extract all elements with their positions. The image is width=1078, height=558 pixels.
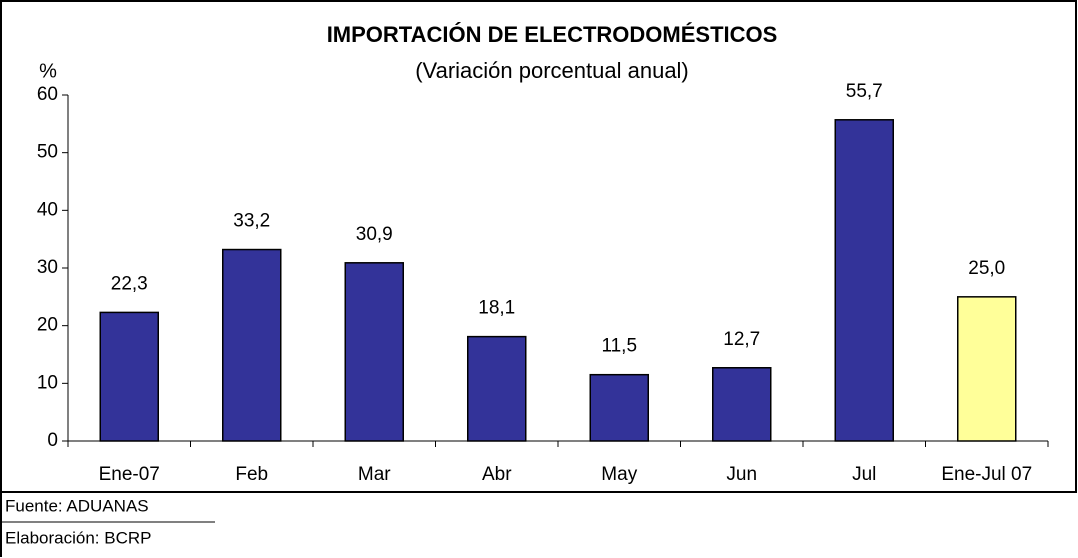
bar bbox=[222, 248, 282, 442]
bar bbox=[957, 296, 1017, 442]
x-tick-label: Mar bbox=[358, 464, 391, 485]
chart-subtitle: (Variación porcentual anual) bbox=[415, 58, 689, 83]
bar bbox=[344, 262, 404, 442]
x-tick-label: May bbox=[601, 464, 637, 485]
y-tick-label: 30 bbox=[37, 257, 58, 278]
value-label: 18,1 bbox=[478, 298, 515, 319]
bar bbox=[834, 119, 894, 442]
chart-title: IMPORTACIÓN DE ELECTRODOMÉSTICOS bbox=[327, 22, 778, 47]
chart-frame bbox=[0, 0, 1077, 493]
y-tick-label: 40 bbox=[37, 199, 58, 220]
x-tick-label: Jun bbox=[726, 464, 757, 485]
credit-note: Elaboración: BCRP bbox=[5, 528, 151, 547]
bar bbox=[467, 335, 527, 442]
y-tick-label: 0 bbox=[47, 430, 58, 451]
value-label: 55,7 bbox=[846, 81, 883, 102]
x-tick-label: Abr bbox=[482, 464, 512, 485]
x-tick-label: Ene-07 bbox=[99, 464, 160, 485]
y-tick-label: 50 bbox=[37, 142, 58, 163]
x-tick-label: Ene-Jul 07 bbox=[941, 464, 1032, 485]
bar bbox=[589, 373, 649, 442]
value-label: 33,2 bbox=[233, 211, 270, 232]
x-tick-label: Jul bbox=[852, 464, 876, 485]
y-axis-label: % bbox=[39, 60, 57, 82]
value-label: 12,7 bbox=[723, 329, 760, 350]
bar bbox=[99, 311, 159, 442]
y-tick-label: 60 bbox=[37, 84, 58, 105]
value-label: 22,3 bbox=[111, 273, 148, 294]
source-note: Fuente: ADUANAS bbox=[5, 496, 149, 515]
y-tick-label: 10 bbox=[37, 372, 58, 393]
bar bbox=[712, 367, 772, 442]
value-label: 30,9 bbox=[356, 224, 393, 245]
value-label: 11,5 bbox=[601, 336, 637, 357]
y-tick-label: 20 bbox=[37, 315, 58, 336]
x-tick-label: Feb bbox=[235, 464, 268, 485]
value-label: 25,0 bbox=[968, 258, 1005, 279]
